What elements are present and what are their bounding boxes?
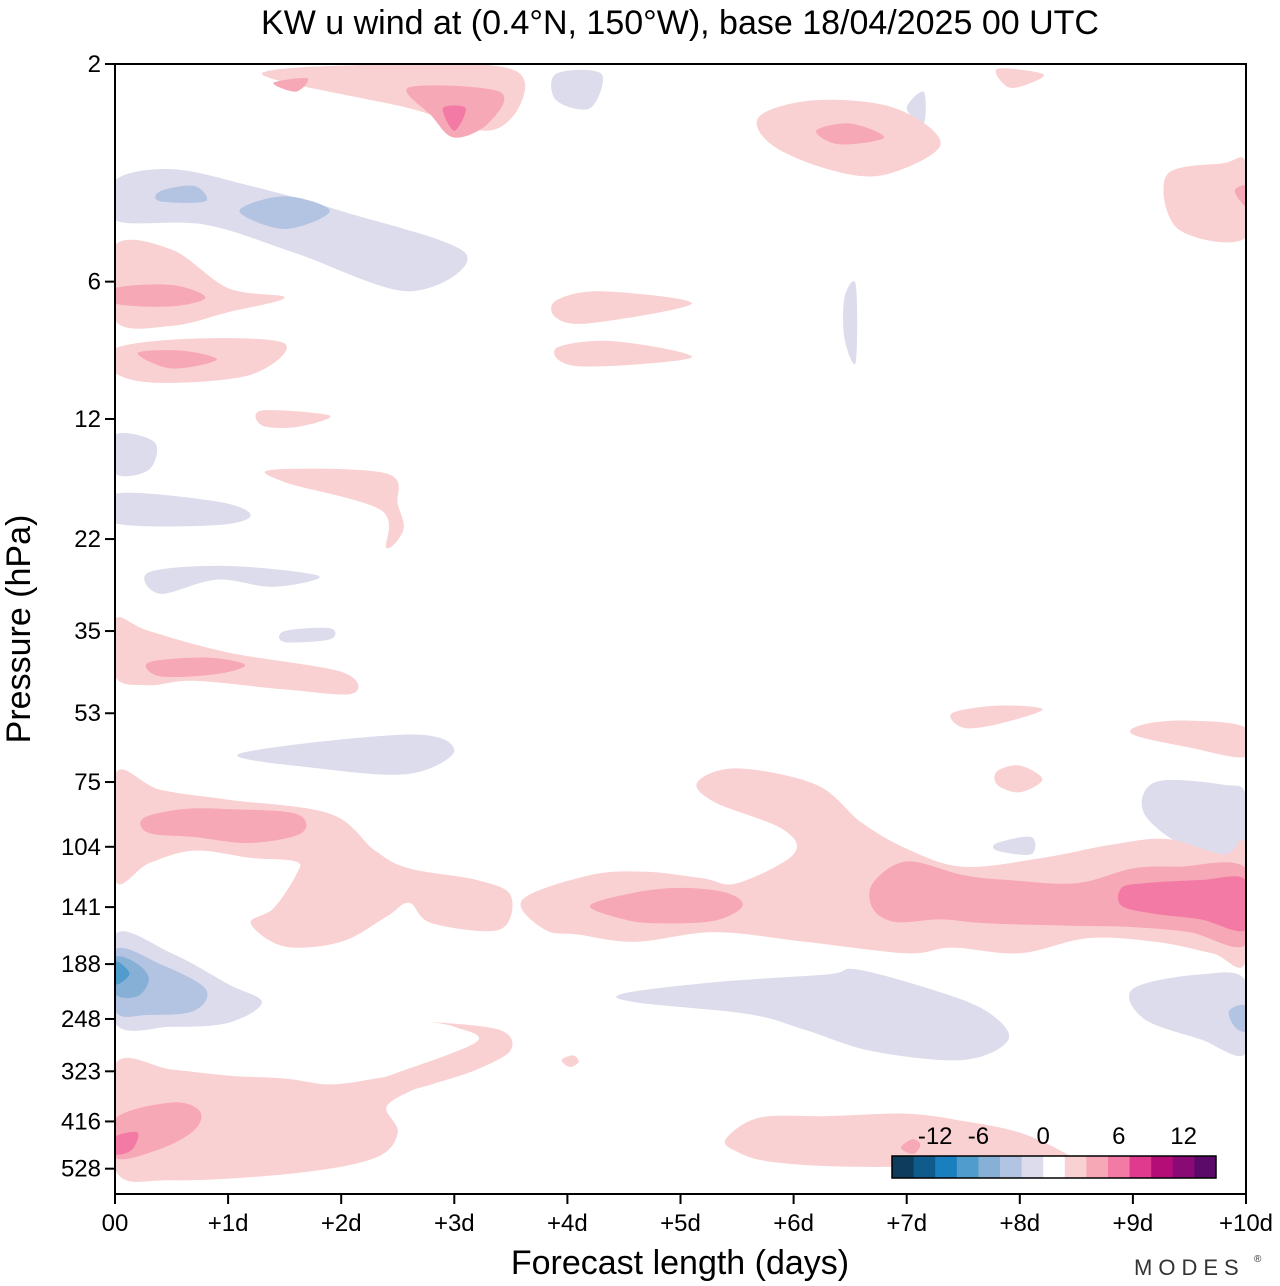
negative-wind-region [115,432,157,477]
positive-wind-region [950,705,1043,729]
negative-wind-region [616,968,1010,1061]
chart-title: KW u wind at (0.4°N, 150°W), base 18/04/… [261,4,1099,42]
modes-logo: MODES ® [1134,1254,1262,1280]
colorbar-swatch [1043,1156,1066,1178]
negative-wind-region [239,196,330,229]
brand-mark: ® [1254,1254,1262,1265]
positive-wind-region [442,105,466,131]
x-tick-label: +1d [208,1210,249,1237]
negative-wind-region [992,836,1036,855]
y-tick-label: 12 [74,406,101,433]
colorbar-swatch [935,1156,958,1178]
x-tick-label: +2d [321,1210,362,1237]
positive-wind-region [554,340,693,367]
colorbar-swatch [892,1156,915,1178]
positive-wind-region [137,350,217,369]
positive-wind-region [273,77,309,92]
colorbar: -12 -6 0 6 12 [891,1123,1217,1179]
x-axis-title: Forecast length (days) [511,1244,849,1282]
x-tick-label: +3d [434,1210,475,1237]
positive-wind-region [561,1055,579,1068]
positive-wind-region [551,291,692,324]
y-tick-label: 141 [61,894,101,921]
y-tick-label: 323 [61,1058,101,1085]
negative-wind-region [115,961,130,985]
colorbar-swatch [1021,1156,1044,1178]
colorbar-frame [891,1155,1217,1179]
contour-regions [115,64,1246,1182]
colorbar-swatch [978,1156,1001,1178]
y-tick-label: 6 [88,269,101,296]
colorbar-swatch [1129,1156,1152,1178]
colorbar-label: -6 [968,1123,989,1150]
negative-wind-region [115,492,251,527]
positive-wind-region [140,808,307,844]
x-tick-label: +5d [660,1210,701,1237]
positive-wind-region [1163,157,1246,243]
colorbar-label: 6 [1112,1123,1125,1150]
negative-wind-region [1141,780,1246,862]
x-tick-label: +7d [886,1210,927,1237]
colorbar-swatch [1086,1156,1109,1178]
positive-wind-region [589,887,743,924]
positive-wind-region [115,1022,513,1182]
colorbar-swatch [1064,1156,1087,1178]
x-tick-label: +8d [999,1210,1040,1237]
y-tick-label: 75 [74,769,101,796]
positive-wind-region [816,123,885,145]
positive-wind-region [115,1131,139,1155]
positive-wind-region [264,468,404,549]
colorbar-swatch [1000,1156,1023,1178]
y-tick-label: 22 [74,526,101,553]
positive-wind-region [1234,185,1246,207]
colorbar-swatch [913,1156,936,1178]
negative-wind-region [551,69,604,110]
y-tick-label: 416 [61,1108,101,1135]
y-tick-label: 248 [61,1006,101,1033]
x-axis: 00 +1d +2d +3d +4d +5d +6d +7d +8d +9d +10d [102,1194,1273,1237]
x-tick-label: +4d [547,1210,588,1237]
negative-wind-region [843,281,858,365]
positive-wind-region [994,765,1043,793]
negative-wind-region [1129,972,1246,1057]
positive-wind-region [995,68,1044,88]
x-tick-label: +10d [1219,1210,1273,1237]
colorbar-label: 0 [1037,1123,1050,1150]
y-tick-label: 2 [88,51,101,78]
positive-wind-region [1130,720,1246,758]
positive-wind-region [900,1139,921,1154]
x-tick-label: 00 [102,1210,129,1237]
positive-wind-region [1118,876,1246,932]
x-tick-label: +9d [1113,1210,1154,1237]
positive-wind-region [115,239,285,329]
colorbar-swatch [956,1156,979,1178]
negative-wind-region [155,185,208,203]
positive-wind-region [115,769,513,948]
negative-wind-region [278,627,336,643]
positive-wind-region [255,410,331,429]
negative-wind-region [237,734,455,775]
colorbar-swatch [1151,1156,1174,1178]
colorbar-label: 12 [1170,1123,1197,1150]
y-tick-label: 104 [61,834,101,861]
y-tick-label: 53 [74,700,101,727]
colorbar-swatch [1108,1156,1131,1178]
positive-wind-region [724,1113,1081,1167]
negative-wind-region [144,565,320,594]
colorbar-swatch [1172,1156,1195,1178]
colorbar-swatch [1194,1156,1217,1178]
brand-name: MODES [1134,1255,1245,1280]
colorbar-label: -12 [918,1123,953,1150]
y-axis: 2 6 12 22 35 53 75 104 141 188 248 323 416 528 [61,51,115,1183]
positive-wind-region [115,284,206,307]
y-tick-label: 188 [61,951,101,978]
positive-wind-region [145,657,246,678]
y-axis-title: Pressure (hPa) [0,515,38,744]
y-tick-label: 528 [61,1156,101,1183]
y-tick-label: 35 [74,618,101,645]
x-tick-label: +6d [773,1210,814,1237]
negative-wind-region [1228,1004,1246,1032]
positive-wind-region [115,1102,202,1160]
